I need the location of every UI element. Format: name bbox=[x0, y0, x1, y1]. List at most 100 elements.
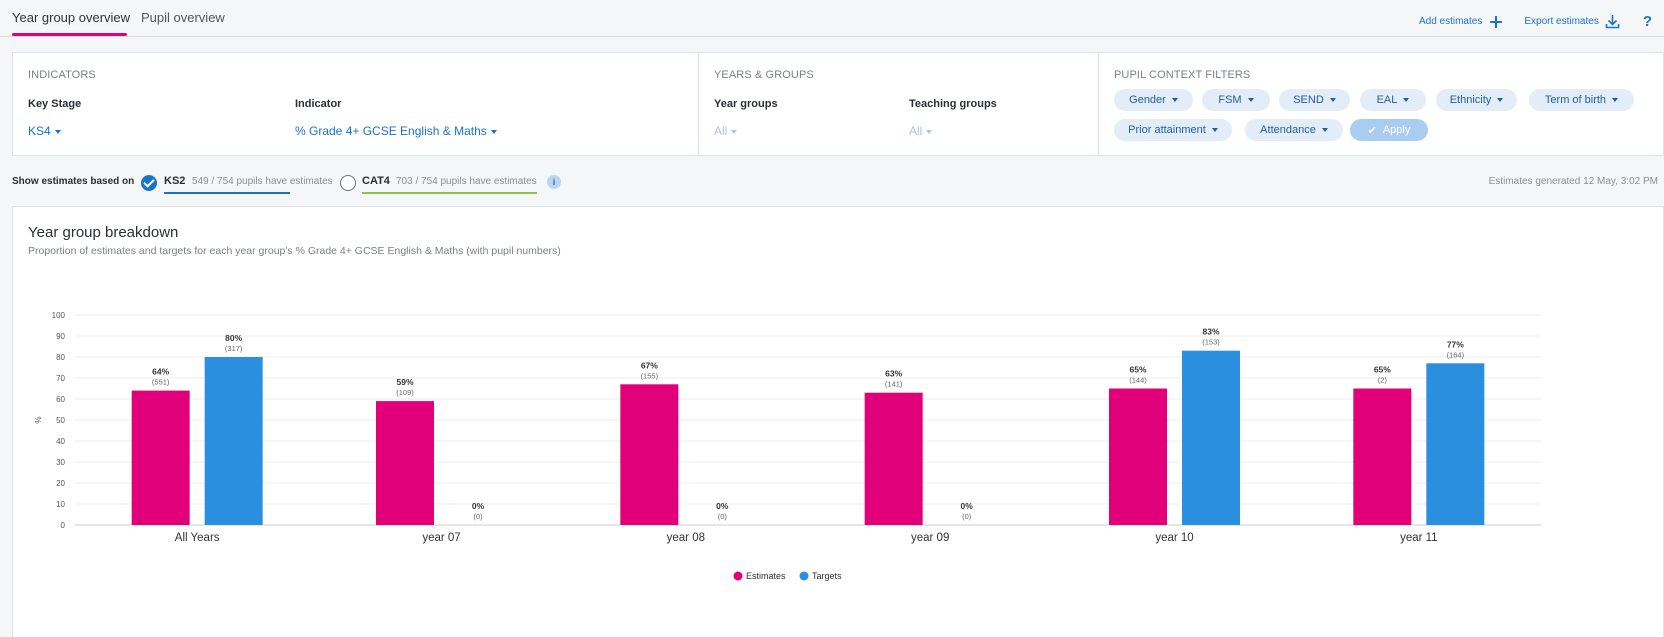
indicator-label: Indicator bbox=[295, 98, 342, 110]
x-tick-label: year 11 bbox=[1400, 532, 1438, 544]
y-tick-label: 50 bbox=[56, 416, 65, 425]
teaching-groups-label: Teaching groups bbox=[909, 98, 997, 110]
ks2-radio[interactable] bbox=[141, 175, 157, 191]
data-count-label: (109) bbox=[396, 388, 414, 397]
y-tick-label: 70 bbox=[56, 374, 65, 383]
attendance-filter[interactable]: Attendance bbox=[1245, 119, 1343, 141]
chevron-down-icon bbox=[1612, 98, 1619, 102]
key-stage-dropdown[interactable]: KS4 bbox=[28, 124, 61, 138]
bar-estimates bbox=[1109, 388, 1167, 525]
y-tick-label: 30 bbox=[56, 458, 65, 467]
chevron-down-icon bbox=[54, 129, 61, 134]
y-tick-label: 100 bbox=[52, 311, 66, 320]
chevron-down-icon bbox=[926, 129, 933, 134]
chevron-down-icon bbox=[1329, 98, 1336, 102]
chart-title: Year group breakdown bbox=[28, 224, 179, 241]
tab-pupil-overview[interactable]: Pupil overview bbox=[141, 10, 225, 25]
data-label: 0% bbox=[961, 501, 974, 511]
legend-label-estimates: Estimates bbox=[746, 571, 786, 581]
indicator-dropdown[interactable]: % Grade 4+ GCSE English & Maths bbox=[295, 124, 497, 138]
estimates-generated-text: Estimates generated 12 May, 3:02 PM bbox=[1488, 176, 1658, 187]
legend-label-targets: Targets bbox=[812, 571, 842, 581]
pupil-context-section: PUPIL CONTEXT FILTERS Gender FSM SEND EA… bbox=[1098, 53, 1663, 155]
info-icon[interactable]: i bbox=[547, 175, 561, 189]
cat4-radio[interactable] bbox=[340, 175, 356, 191]
y-tick-label: 80 bbox=[56, 353, 65, 362]
bar-targets bbox=[1182, 350, 1240, 525]
data-count-label: (141) bbox=[885, 380, 903, 389]
gender-filter[interactable]: Gender bbox=[1114, 89, 1193, 111]
years-groups-title: YEARS & GROUPS bbox=[714, 69, 814, 81]
prior-attainment-filter[interactable]: Prior attainment bbox=[1114, 119, 1232, 141]
bar-estimates bbox=[864, 392, 923, 525]
data-count-label: (0) bbox=[962, 512, 972, 521]
data-count-label: (0) bbox=[473, 512, 483, 521]
chevron-down-icon bbox=[1321, 128, 1328, 132]
send-filter[interactable]: SEND bbox=[1279, 89, 1350, 111]
term-of-birth-filter[interactable]: Term of birth bbox=[1529, 89, 1634, 111]
x-tick-label: year 10 bbox=[1155, 532, 1193, 544]
y-tick-label: 60 bbox=[56, 395, 65, 404]
year-groups-dropdown[interactable]: All bbox=[714, 124, 738, 138]
data-count-label: (164) bbox=[1447, 350, 1465, 359]
y-tick-label: 10 bbox=[56, 500, 65, 509]
cat4-option-label[interactable]: CAT4 bbox=[362, 175, 390, 187]
y-tick-label: 40 bbox=[56, 437, 65, 446]
fsm-filter[interactable]: FSM bbox=[1202, 89, 1270, 111]
data-count-label: (0) bbox=[718, 512, 728, 521]
chevron-down-icon bbox=[731, 129, 738, 134]
filters-panel: INDICATORS Key Stage KS4 Indicator % Gra… bbox=[12, 52, 1664, 156]
data-label: 67% bbox=[641, 360, 658, 370]
data-label: 77% bbox=[1447, 339, 1464, 349]
data-label: 59% bbox=[396, 377, 413, 387]
estimates-source-row: Show estimates based on KS2 549 / 754 pu… bbox=[12, 172, 1664, 196]
apply-button[interactable]: ✔ Apply bbox=[1350, 119, 1428, 141]
legend-marker-estimates bbox=[733, 571, 743, 581]
x-tick-label: year 07 bbox=[422, 532, 460, 544]
bar-targets bbox=[204, 357, 263, 525]
chevron-down-icon bbox=[1171, 98, 1178, 102]
chevron-down-icon bbox=[1403, 98, 1410, 102]
teaching-groups-dropdown[interactable]: All bbox=[909, 124, 933, 138]
chart-subtitle: Proportion of estimates and targets for … bbox=[28, 245, 561, 257]
export-estimates-link[interactable]: Export estimates bbox=[1524, 16, 1599, 27]
chevron-down-icon bbox=[1247, 98, 1254, 102]
x-tick-label: All Years bbox=[175, 532, 220, 544]
year-groups-label: Year groups bbox=[714, 98, 778, 110]
data-label: 64% bbox=[152, 367, 169, 377]
x-tick-label: year 09 bbox=[911, 532, 949, 544]
bar-estimates bbox=[1353, 388, 1412, 525]
year-group-bar-chart: 0 10 20 30 40 50 60 70 80 90 100% 64%(551) 80%(317) A… bbox=[34, 311, 1541, 581]
check-icon: ✔ bbox=[1367, 124, 1377, 137]
help-icon[interactable]: ? bbox=[1642, 13, 1652, 30]
ks2-option-detail: 549 / 754 pupils have estimates bbox=[192, 176, 333, 187]
active-tab-indicator bbox=[12, 33, 127, 36]
data-label: 65% bbox=[1374, 365, 1391, 375]
plus-icon[interactable] bbox=[1488, 14, 1504, 30]
ethnicity-filter[interactable]: Ethnicity bbox=[1436, 89, 1517, 111]
download-icon[interactable] bbox=[1605, 14, 1621, 30]
ks2-coverage-bar bbox=[164, 192, 290, 194]
add-estimates-link[interactable]: Add estimates bbox=[1418, 16, 1483, 27]
estimates-source-label: Show estimates based on bbox=[12, 176, 135, 187]
data-label: 0% bbox=[716, 501, 729, 511]
year-group-breakdown-card: Year group breakdown Proportion of estim… bbox=[12, 206, 1664, 637]
indicators-title: INDICATORS bbox=[28, 69, 96, 81]
years-groups-section: YEARS & GROUPS Year groups All Teaching … bbox=[698, 53, 1098, 155]
indicators-section: INDICATORS Key Stage KS4 Indicator % Gra… bbox=[13, 53, 698, 155]
data-count-label: (317) bbox=[225, 344, 243, 353]
data-count-label: (144) bbox=[1129, 376, 1147, 385]
data-label: 65% bbox=[1129, 365, 1146, 375]
data-count-label: (155) bbox=[641, 371, 659, 380]
chevron-down-icon bbox=[490, 129, 497, 134]
bar-estimates bbox=[131, 390, 190, 525]
data-label: 63% bbox=[885, 369, 902, 379]
tab-year-group-overview[interactable]: Year group overview bbox=[12, 10, 131, 25]
data-label: 80% bbox=[225, 333, 242, 343]
ks2-option-label[interactable]: KS2 bbox=[164, 175, 186, 187]
data-count-label: (153) bbox=[1202, 338, 1220, 347]
eal-filter[interactable]: EAL bbox=[1360, 89, 1426, 111]
legend-marker-targets bbox=[799, 571, 809, 581]
bar-estimates bbox=[620, 384, 679, 525]
chevron-down-icon bbox=[1211, 128, 1218, 132]
